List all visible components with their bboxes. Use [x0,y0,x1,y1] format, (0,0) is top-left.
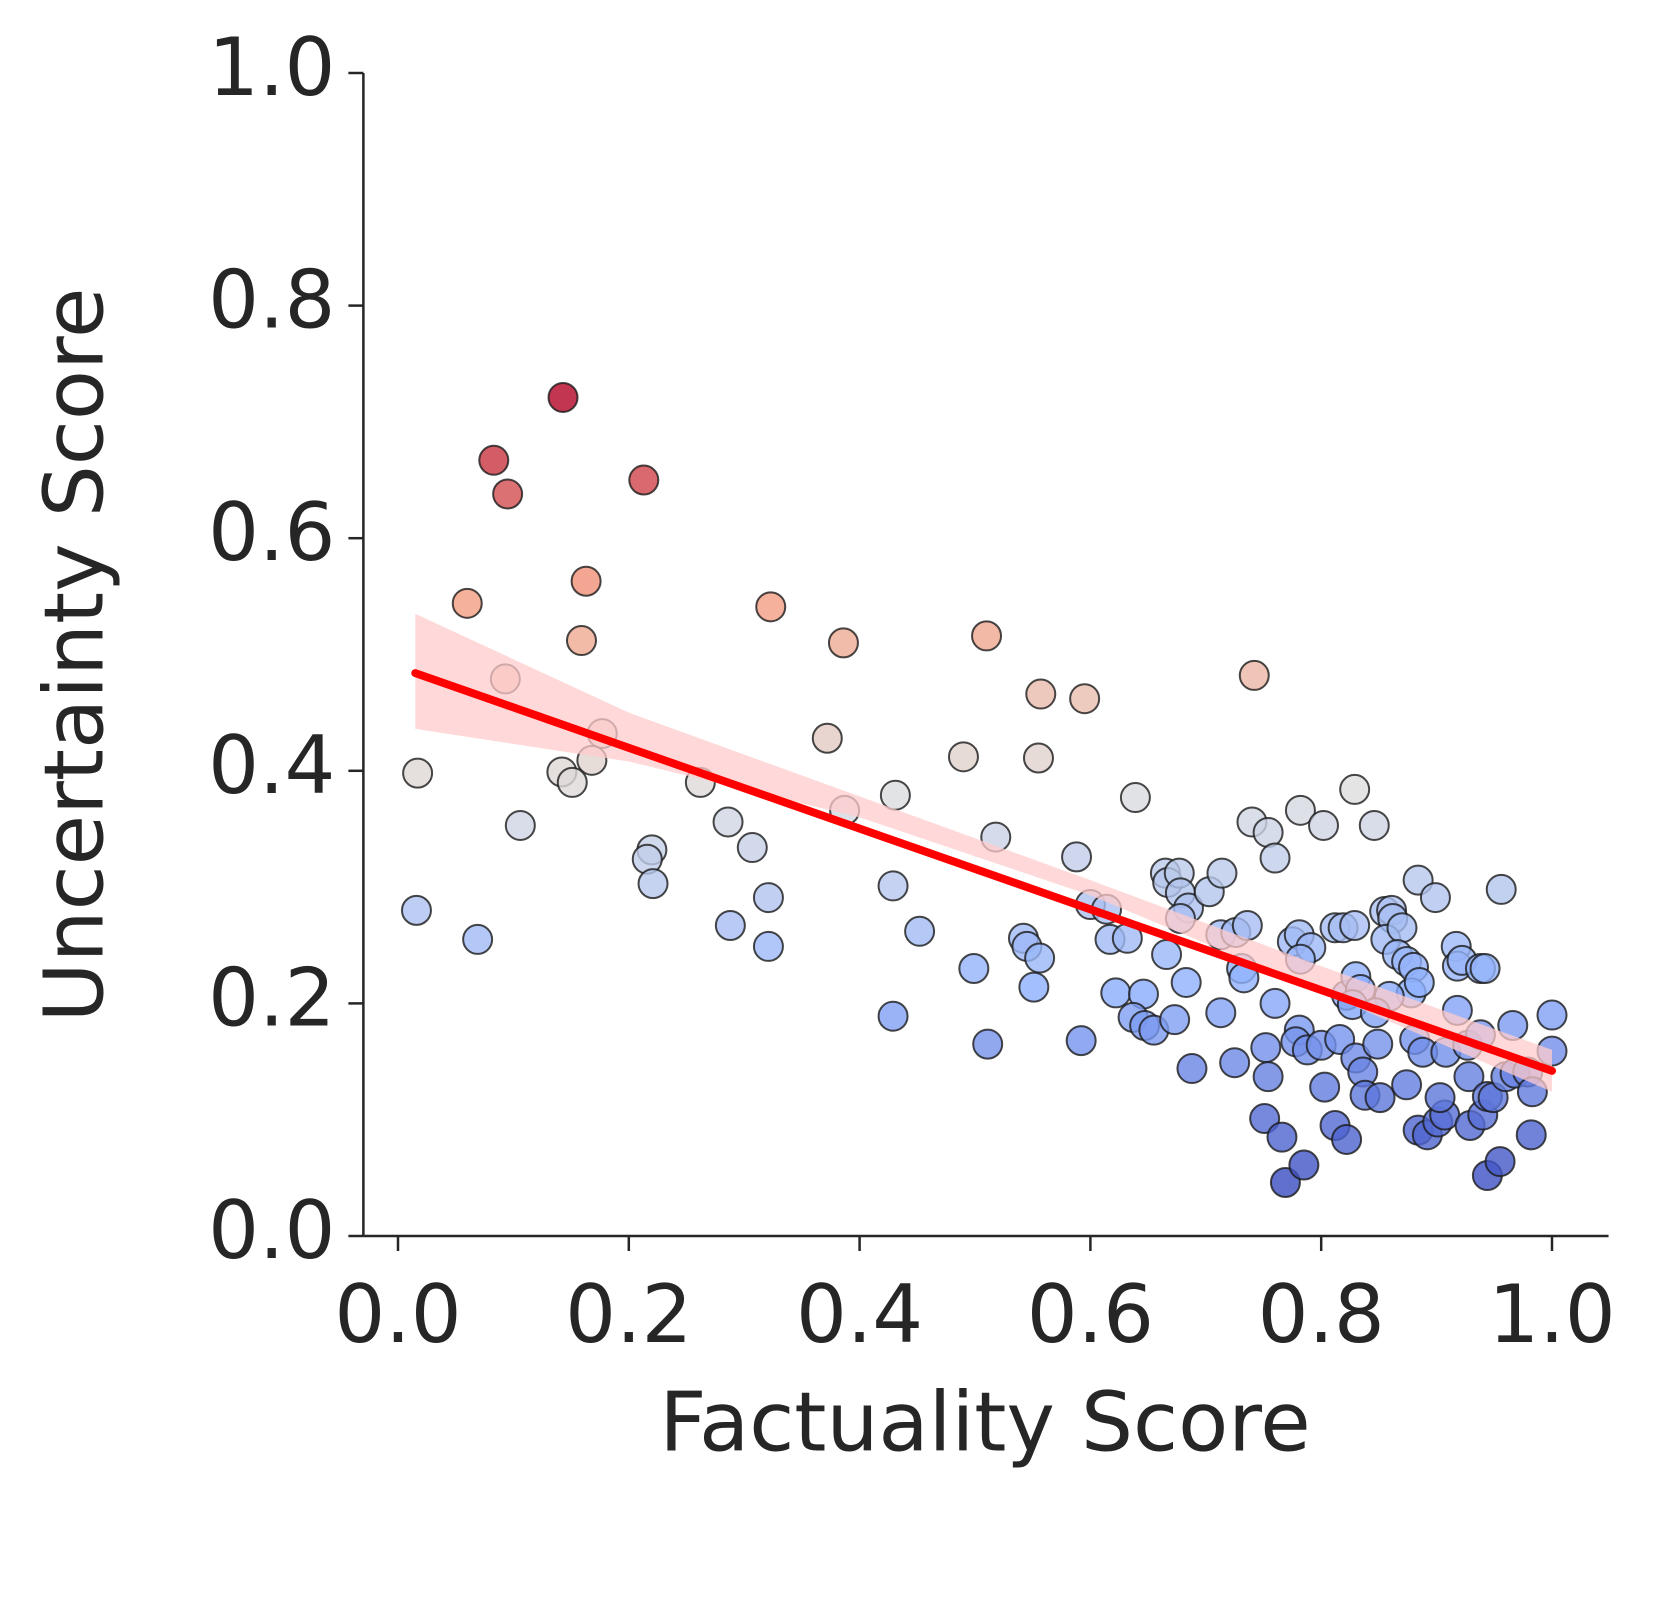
point [1362,1028,1394,1060]
point [947,741,979,773]
point [1065,1025,1097,1057]
y-tick-label: 0.4 [208,719,335,812]
y-tick-label: 1.0 [208,21,335,114]
point [1536,999,1568,1031]
point [1391,1069,1423,1101]
x-tick-label: 1.0 [1488,1268,1615,1361]
point [811,722,843,754]
x-tick-label: 0.2 [565,1268,692,1361]
point [1339,773,1371,805]
point [556,766,588,798]
point [1386,912,1418,944]
point [1176,1053,1208,1085]
point [1453,1061,1485,1093]
x-tick-label: 0.8 [1258,1268,1385,1361]
point [400,894,432,926]
point [1061,841,1093,873]
point [1205,997,1237,1029]
point [1018,971,1050,1003]
point [1250,1032,1282,1064]
point [565,625,597,657]
point [1238,659,1270,691]
point [971,620,1003,652]
point [1515,1119,1547,1151]
point [462,923,494,955]
point [1069,683,1101,715]
point [879,779,911,811]
point [1484,1146,1516,1178]
point [1119,782,1151,814]
y-tick-label: 0.0 [208,1184,335,1277]
point [1424,1082,1456,1114]
point [547,381,579,413]
point [628,464,660,496]
point [1403,966,1435,998]
point [1309,1071,1341,1103]
point [877,1000,909,1032]
point [1151,939,1183,971]
point [1339,909,1371,941]
point [958,953,990,985]
x-tick-label: 0.4 [796,1268,923,1361]
point [714,909,746,941]
point [904,915,936,947]
point [1024,942,1056,974]
point [570,565,602,597]
point [637,868,669,900]
point [1206,857,1238,889]
point [504,809,536,841]
point [755,591,787,623]
point [1219,1047,1251,1079]
point [402,757,434,789]
x-tick-label: 0.0 [334,1268,461,1361]
point [1364,1082,1396,1114]
point [451,587,483,619]
point [1252,816,1284,848]
point [736,832,768,864]
point [1259,842,1291,874]
point [972,1028,1004,1060]
y-tick-label: 0.8 [208,254,335,347]
point [492,478,524,510]
confidence-band [415,613,1552,1092]
trend-line [411,669,1556,1075]
point [1331,1123,1363,1155]
point [1266,1121,1298,1153]
point [1259,987,1291,1019]
x-axis-label: Factuality Score [659,1375,1310,1470]
point [1358,809,1390,841]
x-tick-label: 0.6 [1027,1268,1154,1361]
point [1100,977,1132,1009]
point [1419,882,1451,914]
point [1025,678,1057,710]
point [1469,953,1501,985]
point [1022,742,1054,774]
point [1308,809,1340,841]
point [712,806,744,838]
y-tick-label: 0.2 [208,951,335,1044]
point [1288,1149,1320,1181]
point [1284,794,1316,826]
point [752,882,784,914]
point [1159,1004,1191,1036]
point [478,444,510,476]
point [1485,873,1517,905]
point [827,627,859,659]
y-axis-label: Uncertainty Score [27,288,122,1023]
point [1170,966,1202,998]
y-tick-label: 0.6 [208,486,335,579]
point [752,930,784,962]
point [877,870,909,902]
point [1252,1061,1284,1093]
